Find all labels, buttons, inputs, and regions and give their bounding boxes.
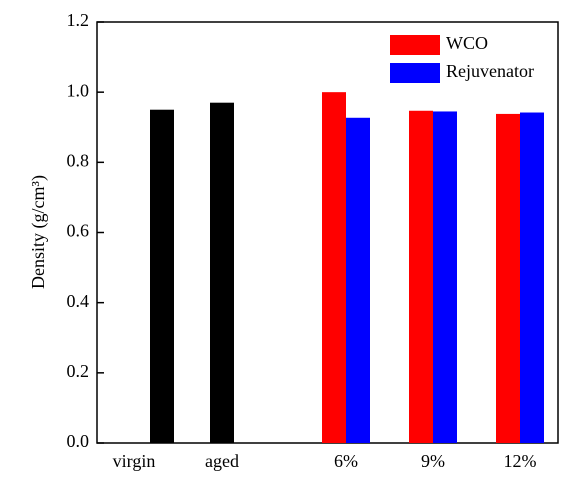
bar <box>520 112 544 443</box>
y-tick-label: 0.4 <box>67 291 90 311</box>
bar <box>346 117 370 443</box>
x-tick-label: 9% <box>421 451 445 471</box>
x-tick-label: 12% <box>504 451 537 471</box>
bar <box>433 111 457 444</box>
x-tick-label: 6% <box>334 451 358 471</box>
y-tick-label: 1.2 <box>67 10 90 30</box>
bar <box>150 109 174 443</box>
legend-label: Rejuvenator <box>446 61 534 81</box>
y-tick-label: 0.2 <box>67 361 90 381</box>
legend-label: WCO <box>446 33 488 53</box>
y-tick-label: 0.6 <box>67 221 90 241</box>
y-tick-label: 1.0 <box>67 80 90 100</box>
bar <box>496 113 520 443</box>
y-axis-label: Density (g/cm³) <box>28 175 49 289</box>
bar <box>322 92 346 444</box>
y-tick-label: 0.0 <box>67 431 90 451</box>
bar <box>409 110 433 443</box>
bar <box>210 102 234 444</box>
legend-swatch <box>390 63 440 83</box>
legend-swatch <box>390 35 440 55</box>
y-tick-label: 0.8 <box>67 150 90 170</box>
x-tick-label: virgin <box>113 451 156 471</box>
x-tick-label: aged <box>205 451 239 471</box>
